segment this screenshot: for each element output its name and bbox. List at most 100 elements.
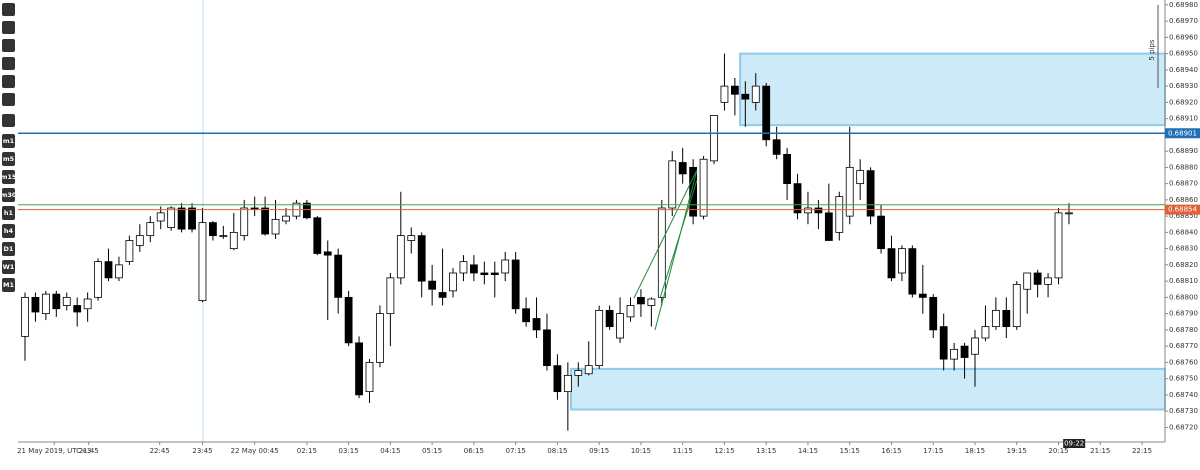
- candle-body: [824, 212, 833, 241]
- x-tick-label: 03:15: [339, 447, 359, 455]
- timeframe-label[interactable]: h4: [4, 227, 14, 235]
- timeframe-label[interactable]: M1: [3, 281, 14, 289]
- candle-body: [1065, 212, 1073, 215]
- candle-body: [522, 308, 530, 323]
- candle-body: [1012, 283, 1021, 328]
- price-tag-label: 0.68901: [1168, 129, 1197, 137]
- y-tick-label: 0.68940: [1169, 66, 1198, 74]
- candle-body: [950, 348, 959, 360]
- timeframe-button[interactable]: [2, 260, 15, 274]
- timeframe-button[interactable]: [2, 224, 15, 238]
- timeframe-label[interactable]: W1: [3, 263, 15, 271]
- tool-icon[interactable]: [2, 93, 15, 106]
- y-tick-label: 0.68770: [1169, 342, 1198, 350]
- candle-body: [355, 342, 363, 396]
- candle-body: [125, 240, 134, 263]
- x-tick-label: 22 May 00:45: [231, 447, 279, 455]
- plot: [21, 52, 1166, 431]
- y-tick-label: 0.68830: [1169, 245, 1198, 253]
- candle-body: [699, 158, 708, 217]
- candle-body: [449, 272, 457, 292]
- x-tick-label: 21:45: [79, 447, 99, 455]
- candle-body: [845, 166, 854, 217]
- timeframe-label[interactable]: h1: [4, 209, 14, 217]
- y-tick-label: 0.68780: [1169, 326, 1198, 334]
- candle-body: [344, 296, 353, 344]
- y-tick-label: 0.68980: [1169, 1, 1198, 9]
- candle-body: [730, 85, 739, 95]
- candle-body: [31, 296, 40, 313]
- candle-body: [146, 222, 155, 237]
- zone: [739, 52, 1166, 127]
- y-tick-label: 0.68750: [1169, 375, 1198, 383]
- timeframe-button[interactable]: [2, 206, 15, 220]
- timeframe-button[interactable]: [2, 134, 15, 148]
- candle-body: [511, 259, 520, 310]
- candle-body: [783, 153, 791, 185]
- timeframe-label[interactable]: m30: [1, 191, 17, 199]
- price-tag: [1165, 128, 1200, 139]
- tool-icon[interactable]: [2, 3, 15, 16]
- x-tick-label: 09:15: [589, 447, 609, 455]
- candle-body: [762, 85, 771, 141]
- candle-body: [637, 296, 645, 305]
- candle-body: [887, 248, 896, 279]
- timeframe-button[interactable]: [2, 188, 15, 202]
- toolbar: m1 m5 m15 m30 h1 h4 D1 W1 M1: [0, 0, 17, 470]
- timeframe-label[interactable]: D1: [4, 245, 14, 253]
- candle-body: [1054, 212, 1063, 279]
- candle-body: [219, 235, 228, 238]
- candle-body: [595, 309, 604, 367]
- candle-body: [1002, 309, 1011, 328]
- candle-body: [710, 114, 718, 162]
- y-tick-label: 0.68890: [1169, 147, 1198, 155]
- candle-body: [188, 207, 196, 230]
- candle-body: [52, 293, 61, 310]
- candle-body: [574, 370, 583, 376]
- candle-body: [167, 207, 176, 228]
- y-tick-label: 0.68720: [1169, 423, 1198, 431]
- candle-body: [720, 85, 729, 103]
- timeframe-button[interactable]: [2, 278, 15, 292]
- candle-body: [156, 212, 165, 222]
- tool-icon[interactable]: [2, 21, 15, 34]
- tool-icon[interactable]: [2, 39, 15, 52]
- x-tick-label: 22:45: [150, 447, 170, 455]
- candle-body: [804, 207, 812, 214]
- x-tick-label: 04:15: [380, 447, 400, 455]
- tool-icon[interactable]: [2, 75, 15, 88]
- timeframe-button[interactable]: [2, 242, 15, 256]
- x-tick-label: 12:15: [714, 447, 734, 455]
- y-tick-label: 0.68840: [1169, 228, 1198, 236]
- timeframe-label[interactable]: m15: [1, 173, 17, 181]
- timer-label: 09:22: [1064, 440, 1084, 448]
- candle-body: [209, 222, 217, 237]
- candle-body: [835, 196, 844, 233]
- tool-icon[interactable]: [2, 57, 15, 70]
- candle-body: [793, 183, 802, 214]
- x-tick-label: 17:15: [923, 447, 943, 455]
- y-tick-label: 0.68910: [1169, 115, 1198, 123]
- timeframe-label[interactable]: m5: [3, 155, 15, 163]
- candle-body: [83, 298, 92, 310]
- candle-body: [365, 361, 374, 393]
- timeframe-button[interactable]: [2, 170, 15, 184]
- candle-body: [971, 337, 979, 355]
- x-tick-label: 05:15: [422, 447, 442, 455]
- tool-icon[interactable]: [2, 114, 15, 127]
- price-tag-label: 0.68854: [1168, 206, 1197, 214]
- y-tick-label: 0.68730: [1169, 407, 1198, 415]
- x-tick-label: 10:15: [631, 447, 651, 455]
- candle-body: [605, 309, 614, 328]
- x-tick-label: 20:15: [1048, 447, 1068, 455]
- timeframe-button[interactable]: [2, 152, 15, 166]
- timeframe-label[interactable]: m1: [3, 137, 15, 145]
- y-tick-label: 0.68870: [1169, 180, 1198, 188]
- candle-body: [553, 365, 562, 393]
- y-tick-label: 0.68950: [1169, 50, 1198, 58]
- candle-body: [282, 215, 290, 222]
- x-tick-label: 21 May 2019, UTC+3: [17, 447, 91, 455]
- trend-line: [659, 179, 698, 299]
- x-tick-label: 14:15: [798, 447, 818, 455]
- x-tick-label: 02:15: [297, 447, 317, 455]
